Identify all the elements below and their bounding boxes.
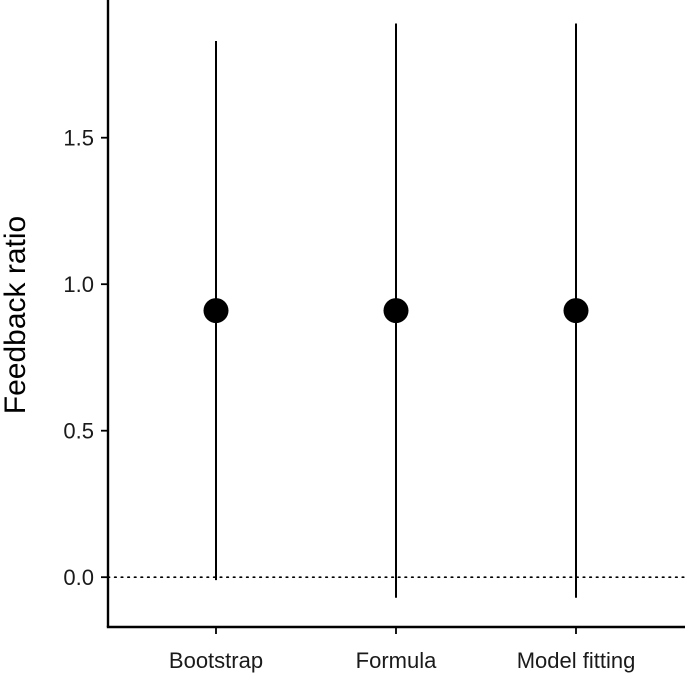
y-tick-label: 0.0 [63, 565, 94, 590]
data-point [384, 298, 409, 323]
data-point [204, 298, 229, 323]
x-tick-label: Model fitting [517, 648, 636, 673]
x-tick-label: Formula [356, 648, 437, 673]
data-point [564, 298, 589, 323]
y-axis-title: Feedback ratio [0, 216, 32, 414]
x-tick-label: Bootstrap [169, 648, 263, 673]
y-tick-label: 1.0 [63, 272, 94, 297]
y-tick-label: 1.5 [63, 126, 94, 151]
y-tick-label: 0.5 [63, 419, 94, 444]
